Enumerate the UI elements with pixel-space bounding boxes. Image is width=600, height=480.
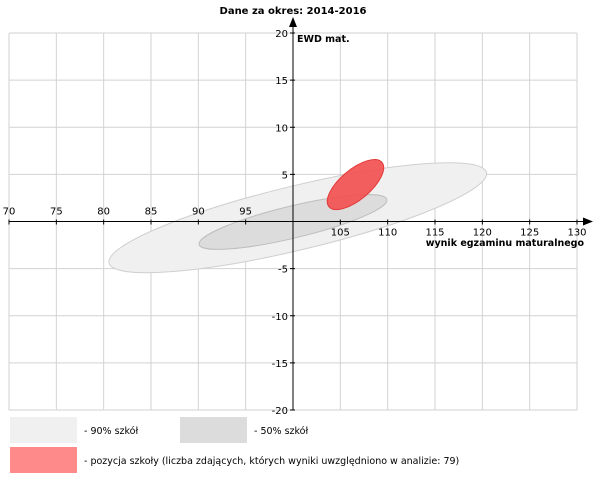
y-tick-label: -15 xyxy=(272,359,288,370)
x-tick-label: 90 xyxy=(192,207,205,218)
ellipse-3 xyxy=(326,159,385,211)
x-tick-label: 80 xyxy=(97,207,110,218)
x-tick-label: 95 xyxy=(239,207,252,218)
legend-swatch-1 xyxy=(10,417,77,443)
y-tick-label: 20 xyxy=(275,29,288,40)
x-tick-label: 75 xyxy=(50,207,63,218)
x-axis-arrow xyxy=(583,217,593,226)
legend-label-2: - 50% szkół xyxy=(254,426,308,437)
y-tick-label: -20 xyxy=(272,406,288,417)
y-tick-label: -10 xyxy=(272,312,288,323)
legend-label-1: - 90% szkół xyxy=(84,426,138,437)
chart-title: Dane za okres: 2014-2016 xyxy=(220,6,367,17)
x-tick-label: 105 xyxy=(331,228,350,239)
legend: - 90% szkół - 50% szkół - pozycja szkoły (… xyxy=(10,417,459,473)
y-axis-arrow xyxy=(289,17,297,27)
y-tick-label: 15 xyxy=(275,76,288,87)
y-tick-label: 5 xyxy=(282,170,288,181)
x-tick-label: 115 xyxy=(425,228,444,239)
x-tick-label: 70 xyxy=(3,207,16,218)
legend-swatch-2 xyxy=(180,417,247,443)
x-tick-label: 110 xyxy=(378,228,397,239)
legend-swatch-3 xyxy=(10,447,77,473)
y-axis-label: EWD mat. xyxy=(297,34,350,45)
x-axis-label: wynik egzaminu maturalnego xyxy=(426,238,585,249)
axes xyxy=(8,17,593,411)
x-tick-label: 120 xyxy=(473,228,492,239)
y-tick-label: -5 xyxy=(278,265,288,276)
x-tick-label: 130 xyxy=(567,228,586,239)
x-tick-label: 85 xyxy=(145,207,158,218)
x-tick-label: 125 xyxy=(520,228,539,239)
legend-label-3: - pozycja szkoły (liczba zdających, któr… xyxy=(84,456,459,467)
y-tick-label: 10 xyxy=(275,123,288,134)
